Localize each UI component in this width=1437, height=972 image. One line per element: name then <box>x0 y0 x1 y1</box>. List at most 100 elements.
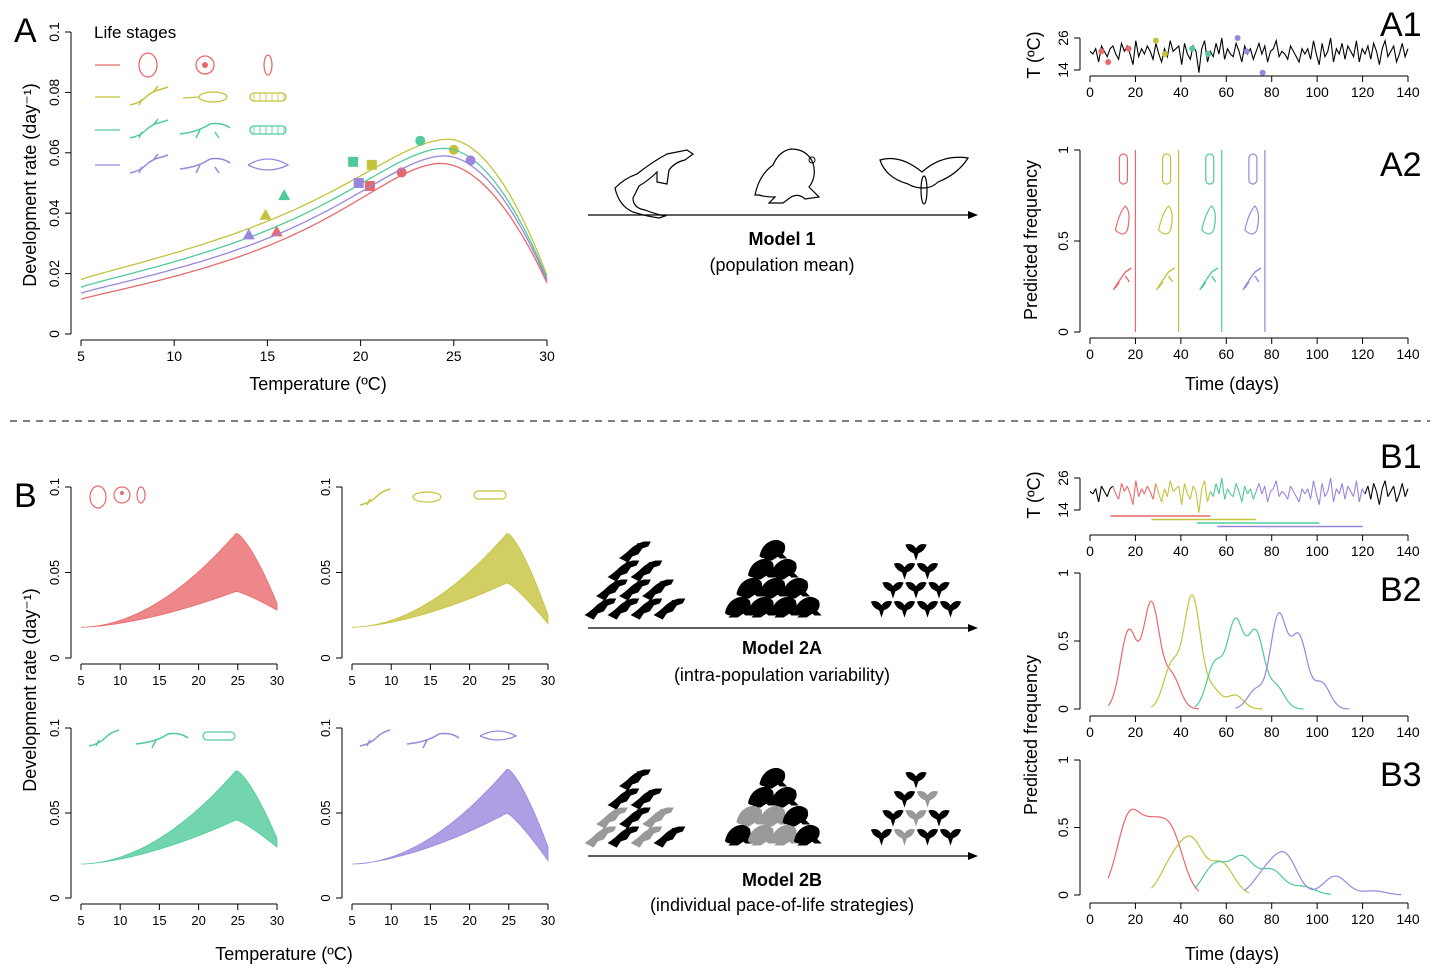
x-tick-label: 25 <box>502 673 516 688</box>
x-tick-label: 5 <box>77 673 84 688</box>
event-point <box>1125 45 1132 52</box>
chart-A1-ylabel-text: T (ºC) <box>1024 31 1044 78</box>
temperature-segment <box>1146 485 1151 492</box>
frog-icon <box>770 596 799 618</box>
tadpole-icon <box>1201 205 1216 235</box>
y-tick-label: 0.5 <box>1055 818 1071 838</box>
x-tick-label: 25 <box>502 913 516 928</box>
frog-icon <box>770 786 799 808</box>
x-tick-label: 140 <box>1396 724 1420 740</box>
lizard-icon <box>359 488 391 506</box>
chart-A: 5 10 15 20 25 30 0 0.02 0.04 0.06 0.08 0.1 <box>46 22 555 364</box>
tadpole-icon <box>182 96 200 99</box>
temperature-segment <box>1404 488 1409 497</box>
temperature-segment <box>1189 485 1194 500</box>
lizard-icon <box>630 788 663 810</box>
temperature-segment <box>1120 483 1125 492</box>
x-tick-label: 0 <box>1086 543 1094 559</box>
larva-icon <box>1161 153 1172 185</box>
x-tick-label: 15 <box>152 673 166 688</box>
legend-title: Life stages <box>94 23 176 42</box>
event-point <box>1259 69 1266 76</box>
y-tick-label: 0.02 <box>46 260 62 287</box>
moth-icon <box>905 772 927 789</box>
y-tick-label: 1 <box>1055 146 1071 154</box>
moth-icon <box>928 810 950 827</box>
x-tick-label: 20 <box>1128 724 1144 740</box>
y-tick-label: 0 <box>318 654 333 661</box>
x-tick-label: 30 <box>270 673 284 688</box>
event-point <box>1105 59 1112 65</box>
temperature-segment <box>1387 491 1392 497</box>
x-tick-label: 100 <box>1305 911 1329 927</box>
temperature-segment <box>1201 480 1206 489</box>
x-tick-label: 40 <box>1173 84 1189 100</box>
chart-A2-ylabel: Predicted frequency <box>1021 160 1041 320</box>
moth-icon <box>905 582 927 599</box>
model2b-desc: (individual pace-of-life strategies) <box>650 895 914 915</box>
y-tick-label: 0.1 <box>47 719 62 737</box>
temperature-line <box>1089 37 1409 73</box>
y-tick-label: 0 <box>318 894 333 901</box>
temperature-segment <box>1290 485 1294 492</box>
temperature-segment <box>1358 488 1363 503</box>
egg-icon <box>120 491 124 495</box>
temperature-segment <box>1278 491 1283 497</box>
x-tick-label: 100 <box>1305 543 1329 559</box>
caterpillar-icon <box>473 490 507 500</box>
frog-icon <box>754 148 821 204</box>
marker-triangle <box>278 189 291 201</box>
x-tick-label: 10 <box>166 348 182 364</box>
temperature-segment <box>1135 480 1140 497</box>
moth-icon <box>879 156 969 189</box>
chart-A1-ylabel: T (ºC) <box>1024 31 1044 78</box>
temperature-segment <box>1172 488 1177 492</box>
chart-A2-xlabel: Time (days) <box>1185 374 1279 394</box>
larva-icon <box>1205 153 1215 185</box>
temperature-segment <box>1381 480 1386 489</box>
temperature-segment <box>1315 493 1320 505</box>
y-tick-label: 0.05 <box>318 560 333 585</box>
marker-circle <box>465 155 476 166</box>
x-tick-label: 20 <box>191 673 205 688</box>
temperature-segment <box>1181 483 1186 505</box>
x-tick-label: 40 <box>1173 911 1189 927</box>
lizard-icon <box>129 85 169 106</box>
y-tick-label: 0 <box>1055 705 1071 713</box>
lizard-icon <box>596 807 628 829</box>
frog-icon <box>793 824 822 846</box>
moth-icon <box>916 601 939 618</box>
x-tick-label: 30 <box>541 673 555 688</box>
egg-icon <box>138 52 158 78</box>
chart-B-ylabel-text: Development rate (day⁻¹) <box>20 588 40 792</box>
chart-B2: 0 20 40 60 80 100 120 140 0 0.5 1 <box>1055 569 1420 740</box>
temperature-segment <box>1272 480 1277 489</box>
frog-icon <box>736 805 765 827</box>
temperature-segment <box>1249 488 1254 500</box>
marker-circle <box>415 135 426 146</box>
temperature-segment <box>1089 490 1094 495</box>
x-tick-label: 80 <box>1264 911 1280 927</box>
x-tick-label: 120 <box>1351 346 1375 362</box>
x-tick-label: 60 <box>1218 724 1234 740</box>
lizard-icon <box>619 579 651 601</box>
moth-icon <box>928 582 950 599</box>
frog-icon <box>759 577 788 599</box>
x-tick-label: 80 <box>1264 346 1280 362</box>
frog-icon <box>782 577 811 599</box>
y-tick-label: 0.05 <box>47 800 62 825</box>
moth-icon <box>870 601 893 618</box>
temperature-segment <box>1275 480 1280 497</box>
x-tick-label: 25 <box>446 348 462 364</box>
temperature-segment <box>1106 488 1111 497</box>
variability-band <box>352 533 549 628</box>
moth-icon <box>893 829 916 846</box>
frog-icon <box>759 805 788 827</box>
moth-icon <box>870 829 893 846</box>
temperature-segment <box>1355 480 1360 503</box>
temperature-segment <box>1204 480 1209 503</box>
moth-icon <box>893 791 916 808</box>
temperature-segment <box>1338 483 1343 495</box>
tadpole-icon <box>198 91 228 103</box>
x-tick-label: 60 <box>1218 911 1234 927</box>
